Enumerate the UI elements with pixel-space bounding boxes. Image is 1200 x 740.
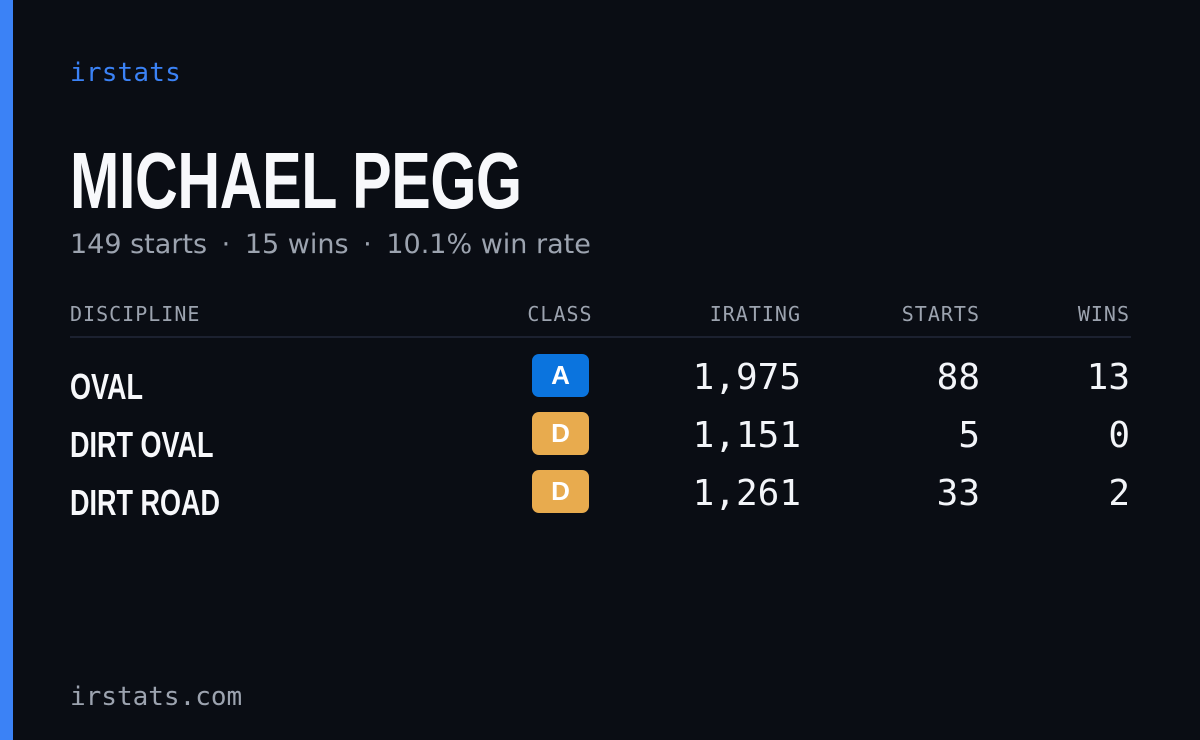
footer-url[interactable]: irstats.com <box>70 682 243 712</box>
header-starts: STARTS <box>901 302 980 326</box>
header-wins: WINS <box>1077 302 1130 326</box>
brand-logo[interactable]: irstats <box>70 58 181 88</box>
summary-starts: 149 starts <box>70 229 208 260</box>
summary-separator: · <box>221 229 231 260</box>
discipline-name: OVAL <box>70 366 144 407</box>
license-class-badge: D <box>532 470 589 513</box>
summary-separator: · <box>363 229 372 260</box>
discipline-name: DIRT ROAD <box>70 482 220 523</box>
header-irating: IRATING <box>709 302 801 326</box>
table-header: DISCIPLINE CLASS IRATING STARTS WINS <box>70 296 1131 338</box>
license-class-badge: A <box>532 354 589 397</box>
irating-value: 1,261 <box>692 473 801 514</box>
header-class: CLASS <box>527 302 593 326</box>
starts-value: 33 <box>936 473 980 514</box>
license-class-badge: D <box>532 412 589 455</box>
table-body: OVAL A 1,975 88 13 DIRT OVAL D 1,151 5 0… <box>70 354 1131 528</box>
discipline-table: DISCIPLINE CLASS IRATING STARTS WINS OVA… <box>70 296 1131 528</box>
summary-win-rate: 10.1% win rate <box>386 229 591 260</box>
starts-value: 5 <box>958 415 980 456</box>
driver-summary: 149 starts · 15 wins · 10.1% win rate <box>70 228 591 262</box>
discipline-name: DIRT OVAL <box>70 424 214 465</box>
irating-value: 1,975 <box>692 357 801 398</box>
wins-value: 0 <box>1108 415 1130 456</box>
driver-name: MICHAEL PEGG <box>70 136 522 225</box>
table-row: DIRT ROAD D 1,261 33 2 <box>70 470 1131 528</box>
accent-bar <box>0 0 13 740</box>
wins-value: 2 <box>1108 473 1130 514</box>
table-row: OVAL A 1,975 88 13 <box>70 354 1131 412</box>
header-discipline: DISCIPLINE <box>70 302 201 326</box>
table-row: DIRT OVAL D 1,151 5 0 <box>70 412 1131 470</box>
wins-value: 13 <box>1086 357 1130 398</box>
irating-value: 1,151 <box>692 415 801 456</box>
starts-value: 88 <box>936 357 980 398</box>
summary-wins: 15 wins <box>244 229 349 260</box>
